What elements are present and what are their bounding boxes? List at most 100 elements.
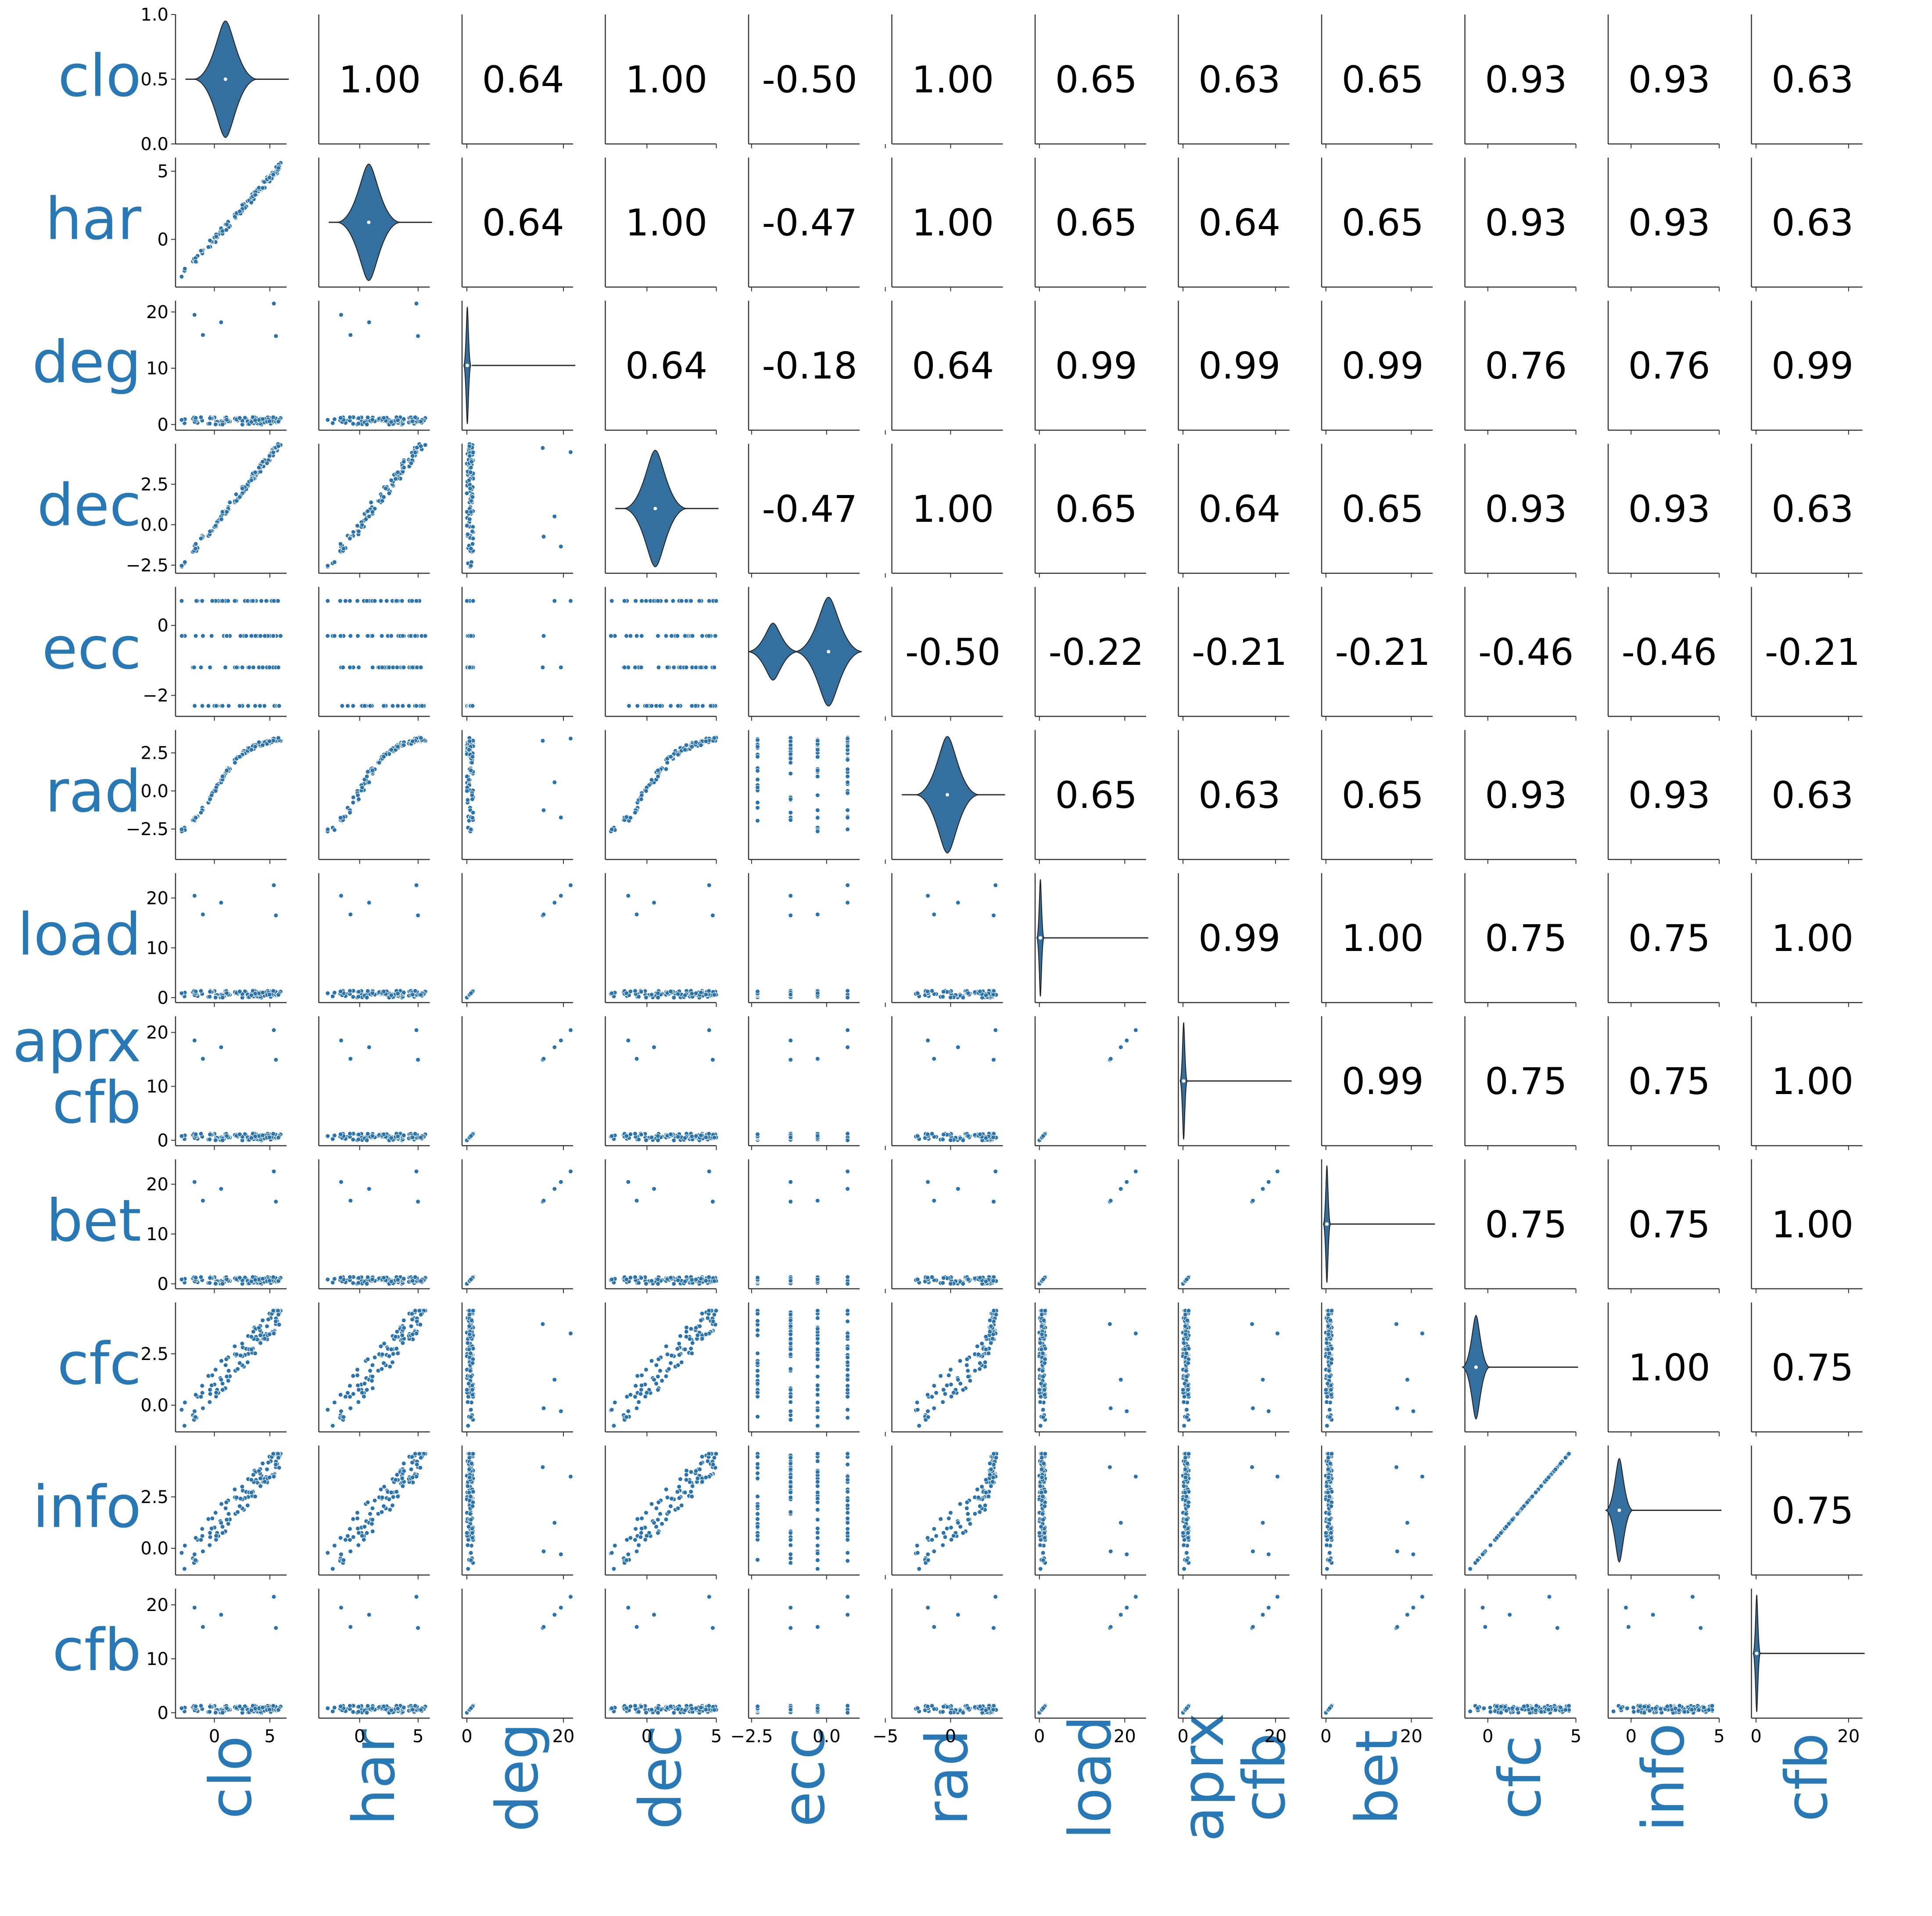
cell-rad-clo: 2.50.0−2.5: [126, 730, 287, 864]
scatter-point: [330, 420, 335, 426]
cell-load-deg: [461, 873, 573, 1007]
scatter-point: [470, 541, 475, 546]
scatter-point: [179, 1277, 184, 1282]
correlation-value: 0.75: [1628, 917, 1710, 960]
scatter-point: [278, 633, 283, 639]
scatter-point: [198, 810, 204, 815]
scatter-point: [991, 992, 996, 997]
scatter-point: [198, 988, 204, 994]
scatter-point: [706, 883, 712, 888]
scatter-point: [815, 768, 820, 773]
scatter-point: [356, 994, 361, 999]
correlation-value: -0.46: [1478, 631, 1574, 674]
scatter-point: [208, 1387, 213, 1392]
scatter-point: [688, 598, 694, 603]
col-label-cfc: cfc: [1487, 1735, 1554, 1819]
scatter-point: [634, 633, 639, 639]
scatter-point: [351, 800, 356, 805]
scatter-point: [325, 563, 330, 568]
scatter-point: [264, 598, 269, 603]
row-label-bet: bet: [46, 1187, 141, 1255]
scatter-point: [568, 883, 573, 888]
scatter-point: [467, 665, 472, 670]
row-label-line: ecc: [42, 615, 141, 682]
scatter-point: [219, 1186, 224, 1191]
scatter-point: [370, 990, 375, 996]
scatter-point: [977, 1132, 982, 1137]
scatter-point: [558, 1038, 563, 1043]
scatter-point: [815, 912, 820, 917]
scatter-point: [355, 1367, 360, 1372]
cell-clo-dec: 1.00: [605, 14, 717, 148]
cell-rad-cfb: 0.63: [1751, 730, 1863, 864]
scatter-point: [213, 1137, 218, 1143]
scatter-point: [381, 989, 387, 994]
scatter-point: [706, 1274, 712, 1280]
row-label-deg: deg: [32, 329, 141, 396]
scatter-point: [193, 633, 198, 639]
row-label-line: aprx: [12, 1008, 141, 1075]
scatter-point: [262, 703, 267, 708]
scatter-point: [364, 1387, 369, 1392]
scatter-point: [332, 1400, 337, 1405]
scatter-point: [626, 893, 631, 898]
scatter-point: [652, 1044, 657, 1050]
cell-cfc-deg: [461, 1302, 573, 1436]
scatter-point: [370, 509, 375, 515]
col-label-line: bet: [1344, 1730, 1411, 1825]
scatter-point: [609, 1134, 614, 1139]
correlation-value: 0.75: [1628, 1203, 1710, 1246]
scatter-point: [468, 768, 473, 773]
y-tick-label: 2.5: [140, 1344, 168, 1364]
col-label-deg: deg: [484, 1723, 552, 1832]
scatter-point: [932, 1198, 937, 1203]
scatter-point: [381, 703, 387, 708]
scatter-point: [224, 1277, 229, 1282]
scatter-point: [198, 536, 204, 541]
scatter-point: [370, 417, 375, 423]
scatter-point: [638, 1132, 644, 1137]
scatter-point: [347, 1131, 352, 1136]
scatter-point: [207, 994, 212, 999]
scatter-point: [638, 665, 644, 670]
scatter-point: [755, 777, 760, 782]
scatter-point: [815, 774, 820, 779]
cell-deg-info: 0.76: [1607, 301, 1720, 435]
scatter-point: [391, 665, 396, 670]
scatter-point: [347, 1274, 352, 1280]
scatter-point: [409, 1324, 414, 1329]
scatter-point: [365, 1131, 370, 1137]
scatter-point: [941, 989, 946, 994]
scatter-point: [395, 470, 401, 475]
col-label-line: har: [341, 1729, 408, 1826]
scatter-point: [372, 1355, 377, 1360]
row-label-line: rad: [45, 758, 141, 825]
scatter-point: [391, 1351, 396, 1356]
scatter-point: [788, 797, 793, 802]
scatter-point: [955, 900, 961, 905]
scatter-point: [624, 633, 629, 639]
correlation-value: -0.50: [905, 631, 1000, 674]
cell-dec-cfb: 0.63: [1751, 444, 1863, 578]
scatter-point: [470, 815, 475, 820]
scatter-point: [845, 1131, 850, 1136]
scatter-point: [200, 912, 205, 917]
scatter-point: [362, 1381, 367, 1386]
cell-load-bet: 1.00: [1321, 873, 1433, 1007]
scatter-point: [991, 1199, 996, 1204]
scatter-point: [815, 829, 820, 834]
scatter-point: [370, 633, 375, 639]
scatter-point: [703, 1135, 709, 1140]
row-label-line: deg: [32, 329, 141, 396]
scatter-point: [470, 754, 475, 759]
scatter-point: [325, 990, 330, 996]
cell-dec-clo: 2.50.0−2.5: [126, 441, 287, 578]
scatter-point: [387, 1353, 392, 1359]
cell-ecc-load: -0.22: [1034, 587, 1146, 721]
scatter-point: [237, 495, 242, 500]
cell-har-ecc: -0.47: [748, 158, 860, 292]
scatter-point: [262, 633, 267, 639]
scatter-point: [389, 993, 394, 998]
scatter-point: [632, 1274, 638, 1280]
